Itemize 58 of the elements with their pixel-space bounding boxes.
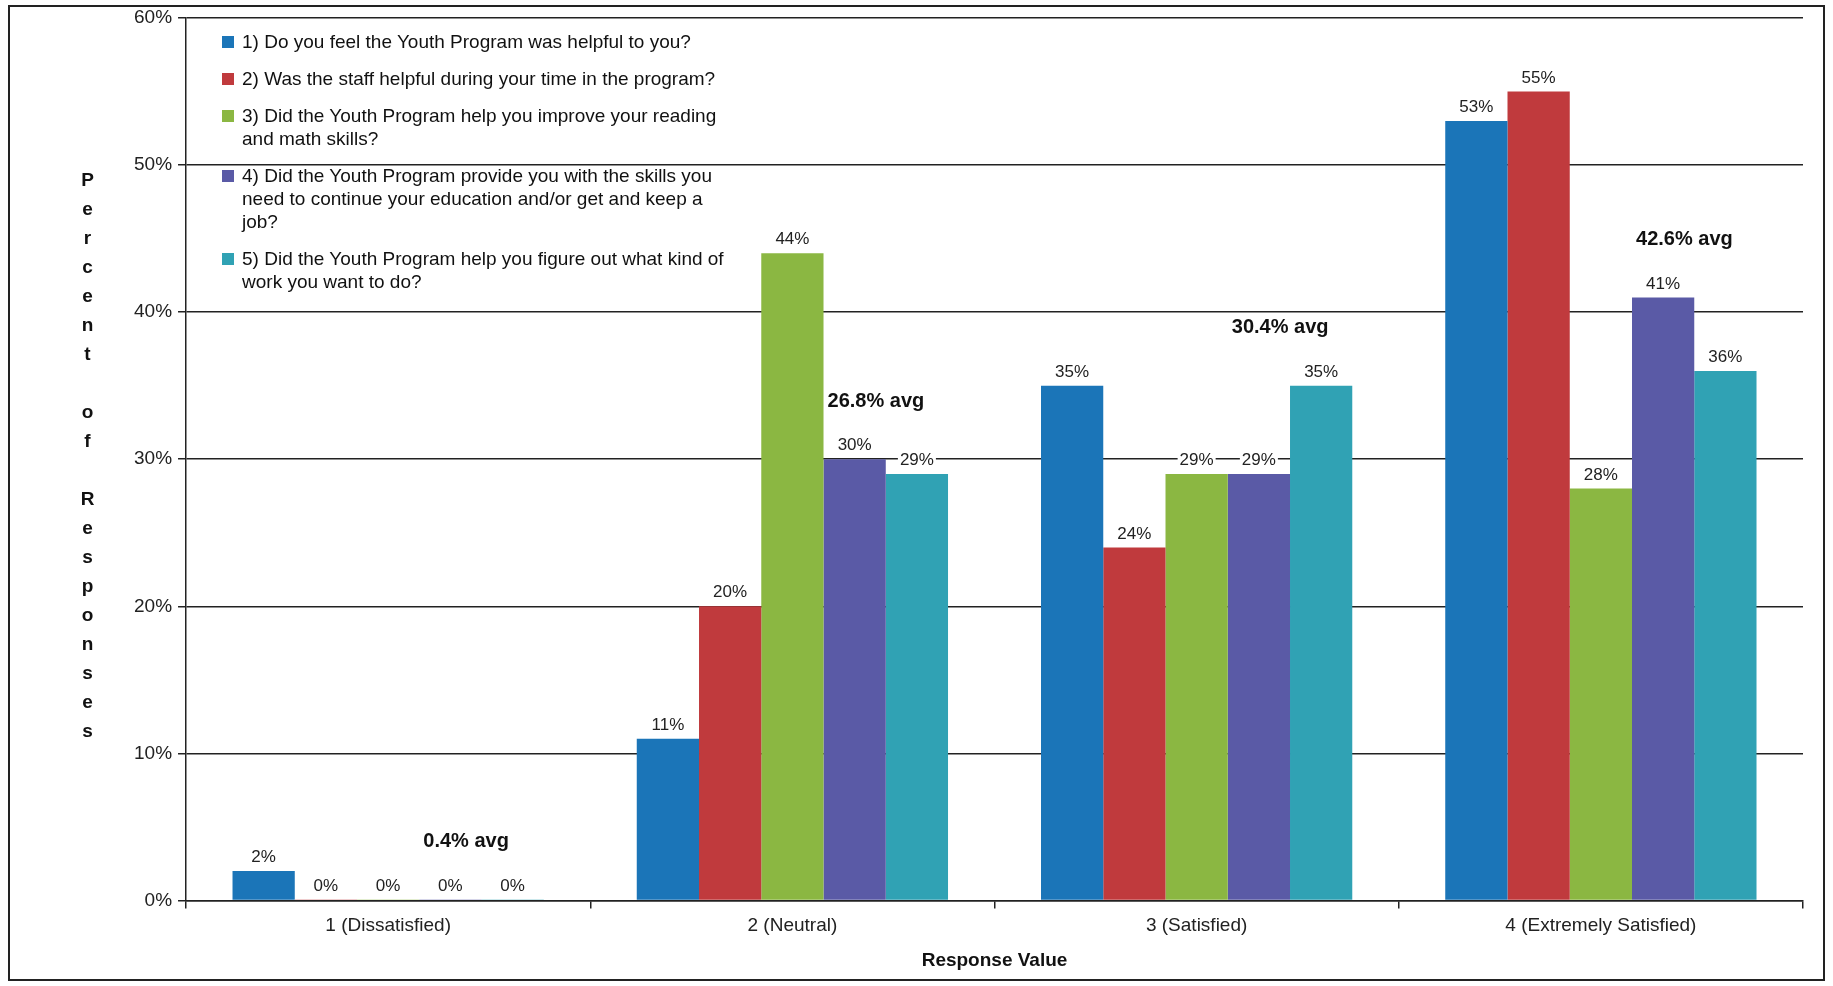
data-label: 41%	[1646, 273, 1681, 293]
data-label: 24%	[1117, 523, 1152, 543]
legend-label: 2) Was the staff helpful during your time in the program?	[242, 67, 716, 90]
y-tick-label: 0%	[144, 888, 173, 910]
bar	[1290, 385, 1353, 900]
bar	[232, 870, 295, 900]
annotation: 42.6% avg	[1636, 226, 1733, 249]
annotation: 30.4% avg	[1231, 315, 1329, 338]
bar	[1041, 385, 1104, 900]
legend-label: 1) Do you feel the Youth Program was helpful to you?	[242, 30, 691, 53]
data-label: 35%	[1304, 361, 1339, 381]
bar	[885, 473, 949, 900]
bar	[1694, 370, 1757, 900]
data-label: 28%	[1583, 464, 1618, 484]
data-label: 2%	[251, 847, 276, 867]
y-tick-label: 60%	[134, 6, 173, 28]
legend-label: 5) Did the Youth Program help you figure out what kind of work you want to do?	[242, 247, 725, 293]
y-tick-label: 40%	[134, 300, 173, 322]
annotation: 0.4% avg	[423, 828, 509, 851]
x-tick-label: 1 (Dissatisfied)	[325, 914, 451, 936]
y-tick-label: 10%	[134, 741, 173, 763]
bar	[699, 606, 762, 900]
data-label: 53%	[1459, 97, 1494, 117]
annotation: 26.8% avg	[827, 388, 925, 411]
x-tick-label: 3 (Satisfied)	[1145, 914, 1248, 936]
data-label: 29%	[899, 450, 934, 470]
bar	[1165, 473, 1228, 900]
bar	[1632, 297, 1695, 900]
bar	[1445, 120, 1508, 900]
bar	[761, 253, 824, 900]
data-label: 30%	[837, 435, 872, 455]
data-label: 0%	[438, 875, 463, 895]
data-label: 35%	[1055, 361, 1090, 381]
bar	[823, 459, 886, 900]
y-tick-label: 20%	[134, 594, 173, 616]
bar	[1569, 488, 1633, 900]
bar	[1227, 473, 1291, 900]
bar	[1103, 547, 1166, 900]
data-label: 0%	[500, 875, 525, 895]
x-tick-label: 2 (Neutral)	[747, 914, 838, 936]
legend-label: 4) Did the Youth Program provide you with the skills you need to continue your education and/or get and keep a job?	[242, 164, 713, 233]
data-label: 29%	[1179, 450, 1214, 470]
y-tick-label: 50%	[134, 153, 173, 175]
data-label: 55%	[1521, 67, 1556, 87]
data-label: 20%	[713, 582, 748, 602]
y-axis-title: Percent of Responses	[77, 169, 99, 750]
data-label: 29%	[1241, 450, 1276, 470]
bar	[636, 738, 700, 900]
x-axis-title: Response Value	[921, 948, 1068, 970]
data-label: 44%	[775, 229, 810, 249]
y-tick-label: 30%	[134, 447, 173, 469]
legend-label: 3) Did the Youth Program help you improve your reading and math skills?	[242, 104, 718, 150]
x-tick-label: 4 (Extremely Satisfied)	[1505, 914, 1697, 936]
data-label: 36%	[1708, 347, 1743, 367]
data-label: 0%	[313, 875, 339, 895]
data-label: 11%	[651, 714, 685, 734]
bar	[1507, 91, 1570, 900]
data-label: 0%	[375, 875, 401, 895]
